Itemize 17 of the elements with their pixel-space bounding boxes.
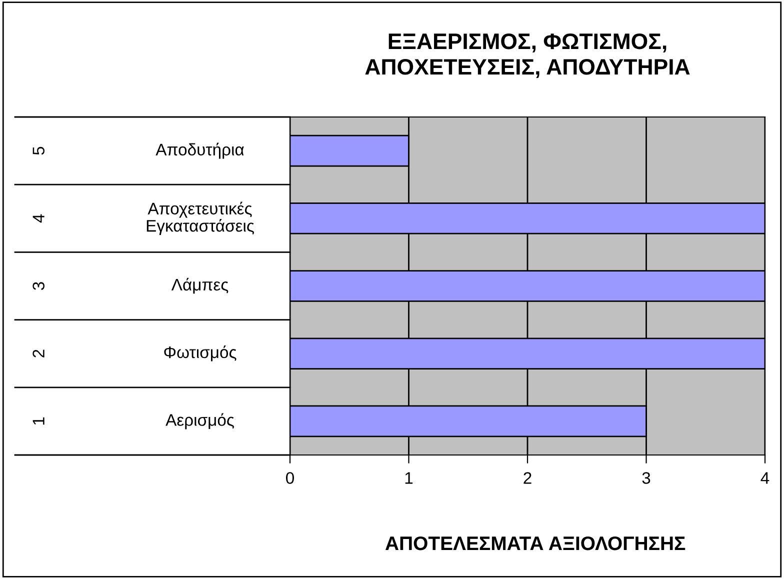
x-tick-label: 4	[760, 472, 770, 484]
y-tick-label: Λάμπες	[171, 278, 228, 294]
text: 4	[32, 214, 44, 223]
x-tick-label: 1	[405, 472, 413, 484]
y-tick-label: Αποδυτήρια	[156, 142, 244, 159]
text: 2	[32, 350, 44, 358]
text: 3	[32, 282, 44, 290]
text: 1	[32, 417, 44, 425]
x-axis-title: ΑΠΟΤΕΛΕΣΜΑΤΑ ΑΞΙΟΛΟΓΗΣΗΣ	[385, 536, 686, 550]
y-tick-label: Αερισμός	[166, 413, 234, 430]
y-tick-label: Αποχετευτικές Εγκαταστάσεις	[146, 202, 254, 236]
x-tick-label: 0	[286, 472, 294, 484]
x-tick-label: 3	[642, 472, 650, 484]
chart-title: ΕΞΑΕΡΙΣΜΟΣ, ΦΩΤΙΣΜΟΣ, ΑΠΟΧΕΤΕΥΣΕΙΣ, ΑΠΟΔΥΤΗΡΙΑ	[365, 33, 690, 78]
x-tick-label: 2	[524, 472, 532, 484]
y-tick-label: Φωτισμός	[164, 345, 236, 362]
text: 5	[32, 146, 44, 155]
